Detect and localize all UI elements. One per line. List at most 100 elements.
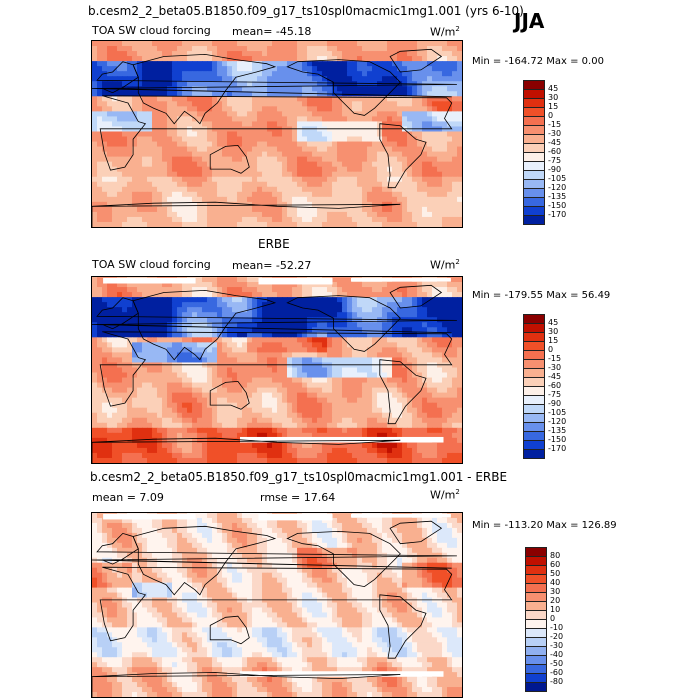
map-grid-cell (292, 61, 298, 67)
map-grid-cell (332, 96, 338, 102)
map-grid-cell (372, 292, 378, 298)
map-grid-cell (102, 51, 108, 57)
map-grid-cell (252, 176, 258, 183)
map-grid-cell (367, 46, 373, 52)
map-grid-cell (377, 307, 383, 313)
map-grid-cell (157, 397, 163, 404)
map-grid-cell (232, 397, 238, 404)
map-grid-cell (132, 352, 138, 359)
map-grid-cell (197, 111, 203, 118)
map-grid-cell (277, 412, 283, 419)
map-grid-cell (147, 387, 153, 394)
map-grid-cell (457, 347, 462, 354)
map-grid-cell (407, 106, 413, 112)
map-grid-cell (317, 161, 323, 168)
map-grid-cell (257, 402, 263, 409)
map-grid-cell (252, 287, 258, 293)
map-grid-cell (152, 171, 158, 178)
map-grid-cell (212, 342, 218, 348)
map-grid-cell (422, 126, 428, 133)
map-grid-cell (262, 206, 268, 213)
map-grid-cell (277, 357, 283, 364)
map-grid-cell (347, 71, 353, 77)
map-grid-cell (432, 151, 438, 158)
map-grid-cell (227, 216, 233, 223)
map-grid-cell (292, 186, 298, 193)
map-grid-cell (397, 146, 403, 153)
map-grid-cell (202, 317, 208, 323)
map-grid-cell (282, 56, 288, 62)
map-grid-cell (342, 277, 348, 283)
map-grid-cell (437, 121, 443, 128)
map-grid-cell (257, 146, 263, 153)
map-grid-cell (332, 216, 338, 223)
map-grid-cell (232, 151, 238, 158)
map-grid-cell (282, 71, 288, 77)
map-grid-cell (312, 151, 318, 158)
map-grid-cell (227, 307, 233, 313)
map-grid-cell (247, 372, 253, 379)
map-grid-cell (297, 161, 303, 168)
map-grid-cell (272, 166, 278, 173)
map-grid-cell (417, 377, 423, 384)
map-grid-cell (177, 156, 183, 163)
map-grid-cell (392, 186, 398, 193)
map-grid-cell (307, 196, 313, 203)
map-grid-cell (152, 307, 158, 313)
map-grid-cell (422, 191, 428, 198)
map-grid-cell (277, 382, 283, 389)
map-grid-cell (222, 362, 228, 369)
map-grid-cell (282, 402, 288, 409)
map-grid-cell (302, 141, 308, 148)
map-grid-cell (247, 76, 253, 82)
map-grid-cell (377, 41, 383, 47)
map-grid-cell (177, 322, 183, 328)
map-grid-cell (367, 131, 373, 138)
map-grid-cell (302, 51, 308, 57)
map-grid-cell (282, 282, 288, 288)
map-grid-cell (122, 56, 128, 62)
map-grid-cell (272, 61, 278, 67)
map-grid-cell (437, 201, 443, 208)
map-grid-cell (217, 287, 223, 293)
map-grid-cell (122, 211, 128, 218)
map-grid-cell (167, 106, 173, 112)
map-grid-cell (392, 91, 398, 97)
map-grid-cell (337, 422, 343, 429)
map-grid-cell (397, 327, 403, 333)
map-grid-cell (342, 46, 348, 52)
map-grid-cell (457, 106, 462, 112)
map-grid-cell (232, 337, 238, 343)
map-grid-cell (402, 297, 408, 303)
map-grid-cell (162, 201, 168, 208)
map-grid-cell (172, 332, 178, 338)
map-grid-cell (252, 372, 258, 379)
map-grid-cell (217, 61, 223, 67)
map-grid-cell (262, 66, 268, 72)
map-grid-cell (397, 91, 403, 97)
map-grid-cell (437, 397, 443, 404)
map-grid-cell (117, 297, 123, 303)
map-grid-cell (302, 121, 308, 128)
map-grid-cell (417, 151, 423, 158)
map-grid-cell (412, 196, 418, 203)
map-grid-cell (402, 352, 408, 359)
map-grid-cell (122, 71, 128, 77)
map-grid-cell (137, 56, 143, 62)
map-grid-cell (102, 337, 108, 343)
map-grid-cell (247, 106, 253, 112)
map-grid-cell (402, 417, 408, 424)
map-grid-cell (92, 422, 98, 429)
map-grid-cell (372, 282, 378, 288)
map-grid-cell (102, 397, 108, 404)
map-grid-cell (412, 171, 418, 178)
map-grid-cell (417, 372, 423, 379)
map-grid-cell (282, 412, 288, 419)
map-grid-cell (172, 186, 178, 193)
map-grid-cell (117, 141, 123, 148)
map-grid-cell (417, 347, 423, 354)
map-grid-cell (392, 347, 398, 354)
map-grid-cell (122, 81, 128, 87)
map-grid-cell (137, 342, 143, 348)
map-grid-cell (147, 41, 153, 47)
